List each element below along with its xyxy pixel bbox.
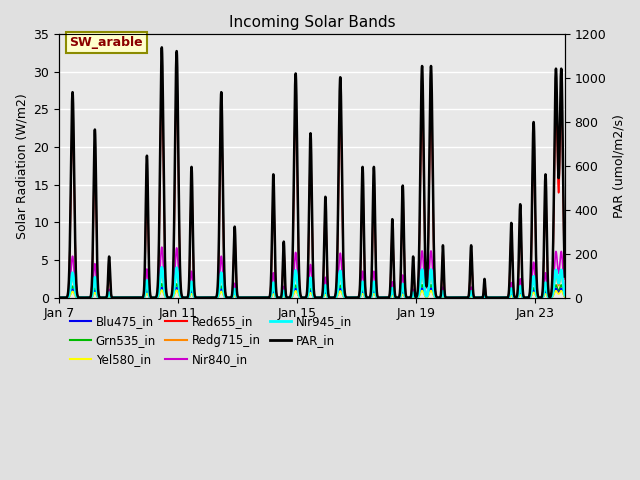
Legend: Blu475_in, Grn535_in, Yel580_in, Red655_in, Redg715_in, Nir840_in, Nir945_in, PA: Blu475_in, Grn535_in, Yel580_in, Red655_…	[65, 311, 357, 371]
Y-axis label: Solar Radiation (W/m2): Solar Radiation (W/m2)	[15, 93, 28, 239]
Text: SW_arable: SW_arable	[69, 36, 143, 49]
Y-axis label: PAR (umol/m2/s): PAR (umol/m2/s)	[612, 114, 625, 218]
Title: Incoming Solar Bands: Incoming Solar Bands	[228, 15, 396, 30]
